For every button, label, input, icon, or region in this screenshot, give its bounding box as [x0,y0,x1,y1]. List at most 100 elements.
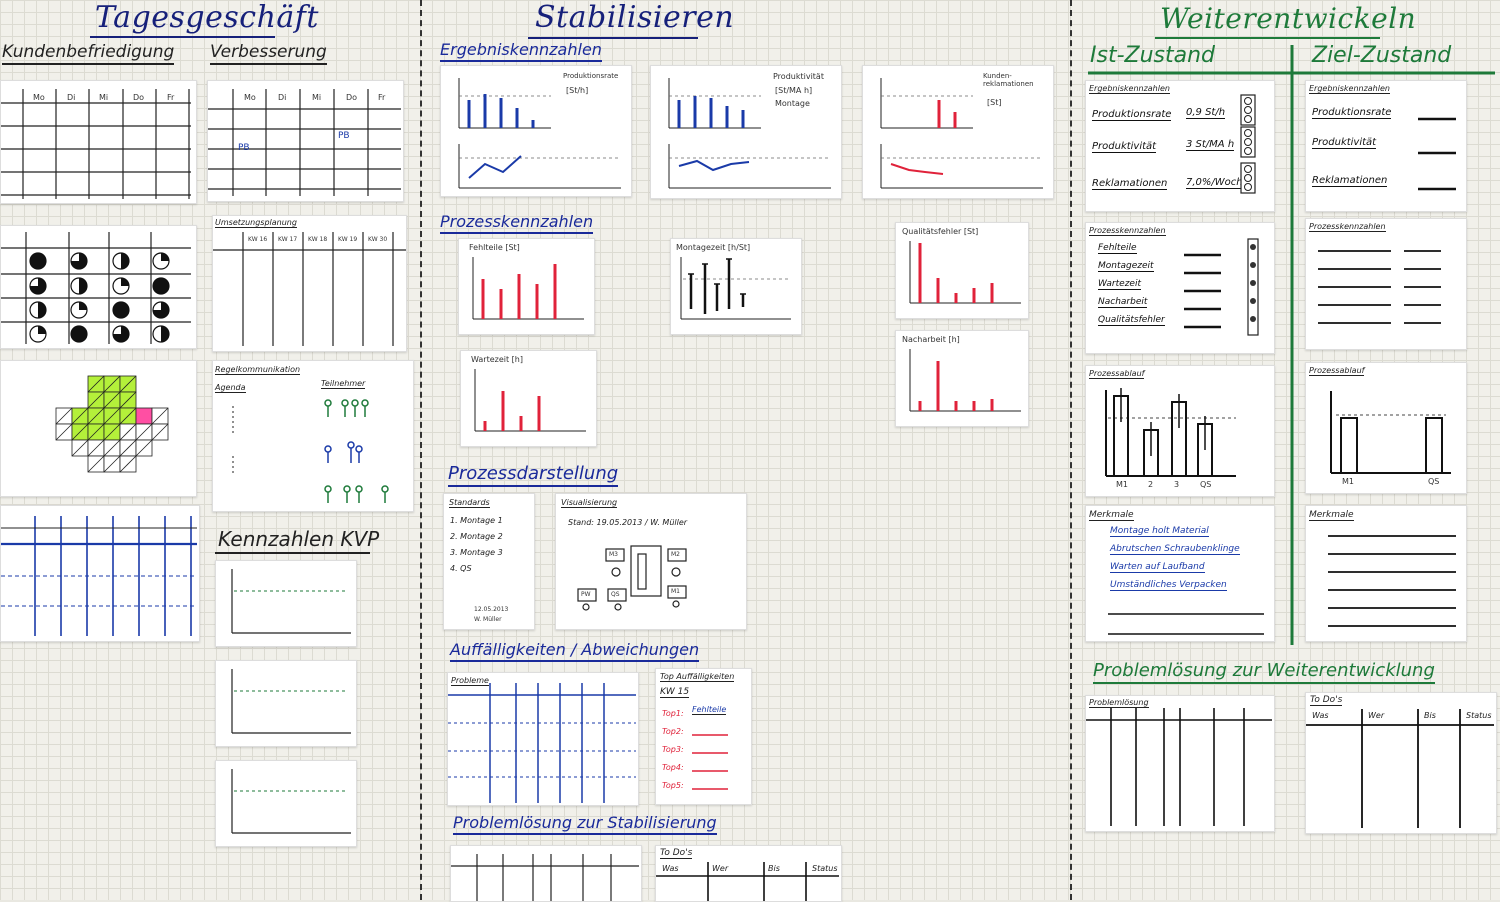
title-underline [528,37,698,39]
regelkommunikation-card: Regelkommunikation Teilnehmer Agenda [212,360,414,512]
kw-label: KW 18 [308,236,328,243]
heading-ziel-zustand: Ziel-Zustand [1312,43,1452,68]
top-item: Top2: [662,727,684,736]
ziel-ergebnis-card: Ergebniskennzahlen Produktionsrate Produ… [1305,80,1467,212]
chart-title: Nacharbeit [h] [902,335,960,344]
status-circle-fill [30,253,46,269]
chart-title: Produktivität [773,72,824,81]
kundenreklamationen-plot [880,78,1043,189]
top-title: Top Auffälligkeiten [660,672,735,682]
chart-unit: [St/h] [566,86,589,95]
weekday-label: Fr [167,93,175,102]
ablauf-x-label: M1 [1116,480,1128,489]
safety-cross-slash [103,375,121,393]
teilnehmer-label: Teilnehmer [321,379,366,389]
ziel-merkmale-card: Merkmale [1305,505,1467,642]
chart-title: Qualitätsfehler [St] [902,227,979,236]
heading-verbesserung: Verbesserung [210,42,327,65]
merkmal-row: Warten auf Laufband [1110,562,1205,573]
chart-unit: [St] [987,98,1002,107]
ist-ergebnis-value: 0,9 St/h [1186,107,1226,119]
probleme-label: Probleme [451,676,489,686]
weekday-label: Do [346,93,358,102]
ist-ergebnis-label: Ergebniskennzahlen [1089,84,1170,94]
safety-cross-slash [103,455,121,473]
ist-ergebnis-card: Ergebniskennzahlen Produktionsrate 0,9 S… [1085,80,1275,212]
station-label: QS [611,591,620,598]
todos-stab-table: To Do's Was Wer Bis Status [655,845,842,902]
station-label: PW [581,591,591,598]
kw-label: KW 17 [278,236,298,243]
chart-subtitle: Montage [775,99,810,108]
heading-ist-zustand: Ist-Zustand [1090,43,1216,68]
quality-circle-matrix [0,225,197,349]
ist-ergebnis-row: Produktivität [1092,141,1157,153]
safety-cross-slash [103,391,121,409]
chart-produktionsrate: Produktionsrate [St/h] [440,65,632,197]
traffic-light-lamp [1244,97,1252,105]
status-circle-fill [79,278,87,294]
traffic-light-lamp [1244,183,1252,191]
status-circle-fill [71,326,87,342]
merkmale-empty-lines [1108,613,1264,635]
kvp-chart-axes [231,569,351,634]
visualisierung-card: Visualisierung Stand: 19.05.2013 / W. Mü… [555,493,747,630]
weekday-label: Di [278,93,287,102]
chart-title: Produktionsrate [563,72,619,80]
divider-right [1070,0,1072,900]
todo-col: Wer [1368,711,1385,720]
kw-label: KW 19 [338,236,358,243]
kvp-chart-axes [231,669,351,734]
ist-prozess-row: Qualitätsfehler [1098,315,1165,326]
todos-weiter-table: To Do's Was Wer Bis Status [1305,692,1497,834]
problemloesung-small-label: Problemlösung [1089,698,1149,708]
title-stabilisieren: Stabilisieren [535,0,735,35]
heading-auffaelligkeiten: Auffälligkeiten / Abweichungen [450,640,700,662]
todo-col: Bis [768,864,780,873]
chart-fehlteile: Fehlteile [St] [458,238,595,335]
weekday-label: Mo [244,93,256,102]
ziel-ergebnis-lines [1418,117,1456,191]
station-label: M1 [671,588,680,595]
safety-cross-slash [119,455,137,473]
safety-cross-slash [87,423,105,441]
top-item-value: Fehlteile [692,705,727,715]
top-kw: KW 15 [660,687,690,698]
weekday-label: Do [133,93,145,102]
verbesserung-planning-table: Mo Di Mi Do Fr PB PB [207,80,404,202]
ist-ergebnis-row: Reklamationen [1092,178,1168,190]
top-lines [692,734,728,790]
ist-ergebnis-row: Produktionsrate [1092,109,1172,121]
heading-prozesskennzahlen: Prozesskennzahlen [440,212,594,234]
title-tagesgeschaeft: Tagesgeschäft [95,0,319,35]
safety-cross-slash [87,375,105,393]
ist-prozess-row: Fehlteile [1098,243,1137,254]
weekday-label: Mi [99,93,109,102]
safety-cross-slash [103,407,121,425]
standards-label: Standards [449,498,490,508]
top-item: Top3: [662,745,684,754]
top-auffaelligkeiten-card: Top Auffälligkeiten KW 15 Top1: Fehlteil… [655,668,752,805]
qualitaetsfehler-plot [909,241,1021,304]
todo-col: Bis [1424,711,1436,720]
chart-title: Fehlteile [St] [469,243,520,252]
circle-matrix [1,232,191,344]
kvp-chart-1 [215,560,357,647]
planning-grid [208,89,401,196]
traffic-light-lamp [1244,138,1252,146]
ist-merkmale-card: Merkmale Montage holt Material Abrutsche… [1085,505,1275,642]
safety-cross-slash [87,391,105,409]
ist-prozessablauf-card: Prozessablauf M1 2 3 QS [1085,365,1275,497]
ist-ziel-divider [1088,45,1495,645]
safety-cross-slash [119,391,137,409]
station-label: M2 [671,551,680,558]
heading-prozessdarstellung: Prozessdarstellung [448,463,619,487]
standards-item: 4. QS [450,564,472,573]
safety-cross-slash [87,407,105,425]
probleme-table: Probleme [447,672,639,806]
todos-weiter-grid [1306,709,1494,828]
status-circle-fill [38,326,46,334]
weekly-tracking-grid [1,516,197,636]
nacharbeit-plot [909,349,1021,412]
ziel-prozess-card: Prozesskennzahlen [1305,218,1467,350]
